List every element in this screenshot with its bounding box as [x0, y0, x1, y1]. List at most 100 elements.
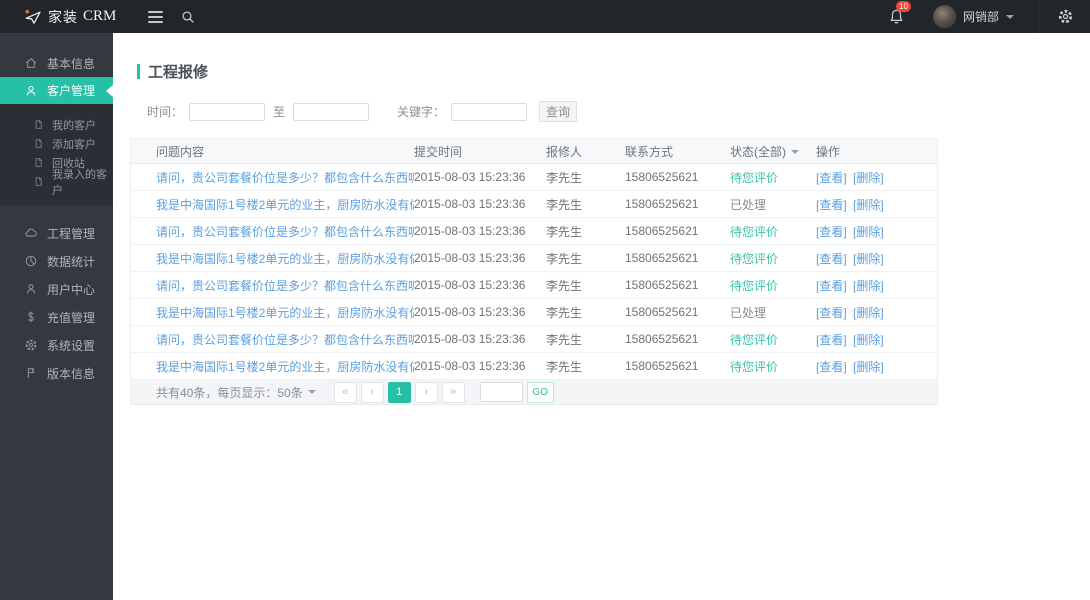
notification-badge: 10	[895, 1, 911, 12]
table-body: 请问，贵公司套餐价位是多少？都包含什么东西呢？ 2015-08-03 15:23…	[131, 164, 937, 380]
delete-link[interactable]: [删除]	[853, 224, 884, 239]
sidebar-item-user-center[interactable]: 用户中心	[0, 275, 113, 303]
prev-page-button[interactable]: ‹	[360, 381, 384, 403]
sidebar-submenu: 我的客户 添加客户 回收站 我录入的客户	[0, 104, 113, 205]
reporter-name: 李先生	[546, 224, 583, 239]
view-link[interactable]: [查看]	[816, 305, 847, 320]
view-link[interactable]: [查看]	[816, 251, 847, 266]
sidebar-subitem-recycle-bin[interactable]: 回收站	[0, 153, 113, 172]
submit-time: 2015-08-03 15:23:36	[414, 305, 526, 319]
menu-toggle-icon[interactable]	[148, 10, 164, 23]
issue-content-link[interactable]: 我是中海国际1号楼2单元的业主，厨房防水没有做好，目前…	[156, 359, 414, 374]
contact-phone: 15806525621	[625, 278, 699, 292]
issue-content-link[interactable]: 请问，贵公司套餐价位是多少？都包含什么东西呢？	[156, 224, 414, 239]
user-menu[interactable]: 网销部	[932, 5, 1014, 28]
issue-content-link[interactable]: 我是中海国际1号楼2单元的业主，厨房防水没有做好，目前…	[156, 305, 414, 320]
page-title-text: 工程报修	[148, 64, 209, 81]
view-link[interactable]: [查看]	[816, 359, 847, 374]
reporter-name: 李先生	[546, 359, 583, 374]
header-status-filter[interactable]: 状态(全部)	[730, 143, 816, 160]
reporter-name: 李先生	[546, 278, 583, 293]
sidebar-item-label: 数据统计	[47, 254, 96, 269]
sidebar-item-data-statistics[interactable]: 数据统计	[0, 247, 113, 275]
reporter-name: 李先生	[546, 170, 583, 185]
sidebar-item-version-info[interactable]: 版本信息	[0, 359, 113, 387]
title-accent-bar	[137, 64, 140, 79]
last-page-button[interactable]: »	[441, 381, 465, 403]
sidebar: 基本信息 客户管理 我的客户 添	[0, 33, 113, 600]
divider	[1038, 0, 1039, 33]
delete-link[interactable]: [删除]	[853, 278, 884, 293]
issue-content-link[interactable]: 请问，贵公司套餐价位是多少？都包含什么东西呢？	[156, 170, 414, 185]
first-page-button[interactable]: «	[333, 381, 357, 403]
issue-content-link[interactable]: 我是中海国际1号楼2单元的业主，厨房防水没有做好，目前…	[156, 197, 414, 212]
sidebar-item-project-management[interactable]: 工程管理	[0, 219, 113, 247]
settings-gear-icon[interactable]	[1057, 8, 1074, 25]
issue-content-link[interactable]: 请问，贵公司套餐价位是多少？都包含什么东西呢？	[156, 332, 414, 347]
logo-text-cn: 家装	[48, 8, 78, 25]
issue-content-link[interactable]: 我是中海国际1号楼2单元的业主，厨房防水没有做好，目前…	[156, 251, 414, 266]
view-link[interactable]: [查看]	[816, 170, 847, 185]
delete-link[interactable]: [删除]	[853, 359, 884, 374]
page-1-button[interactable]: 1	[387, 381, 411, 403]
sidebar-subitem-label: 我录入的客户	[52, 168, 107, 197]
sidebar-subitem-add-customer[interactable]: 添加客户	[0, 134, 113, 153]
view-link[interactable]: [查看]	[816, 278, 847, 293]
search-icon[interactable]	[180, 9, 196, 25]
search-button[interactable]: 查询	[539, 101, 578, 122]
header-submit-time: 提交时间	[414, 144, 463, 159]
sidebar-item-label: 用户中心	[47, 282, 96, 297]
chevron-down-icon	[307, 390, 316, 394]
time-from-input[interactable]	[189, 102, 266, 121]
sidebar-item-label: 系统设置	[47, 338, 96, 353]
header-issue-content: 问题内容	[156, 144, 205, 159]
pagination-summary[interactable]: 共有40条，每页显示：50条	[156, 385, 303, 400]
topbar: 家装 CRM 10 网销部	[0, 0, 1090, 33]
sidebar-subitem-my-entered-customers[interactable]: 我录入的客户	[0, 169, 113, 197]
table-row: 请问，贵公司套餐价位是多少？都包含什么东西呢？ 2015-08-03 15:23…	[131, 272, 937, 299]
sidebar-item-customer-management[interactable]: 客户管理	[0, 77, 113, 104]
filter-bar: 时间： 至 关键字： 查询	[147, 101, 1090, 122]
page-number-input[interactable]	[479, 382, 523, 402]
keyword-label: 关键字：	[397, 105, 446, 119]
next-page-button[interactable]: ›	[414, 381, 438, 403]
go-button[interactable]: GO	[526, 381, 554, 403]
view-link[interactable]: [查看]	[816, 197, 847, 212]
repair-table: 问题内容 提交时间 报修人 联系方式 状态(全部) 操作 请问，贵公司套餐价位是…	[130, 138, 938, 405]
sidebar-subitem-my-customers[interactable]: 我的客户	[0, 115, 113, 134]
delete-link[interactable]: [删除]	[853, 332, 884, 347]
keyword-input[interactable]	[451, 102, 528, 121]
time-to-input[interactable]	[293, 102, 370, 121]
delete-link[interactable]: [删除]	[853, 170, 884, 185]
view-link[interactable]: [查看]	[816, 224, 847, 239]
delete-link[interactable]: [删除]	[853, 251, 884, 266]
table-row: 请问，贵公司套餐价位是多少？都包含什么东西呢？ 2015-08-03 15:23…	[131, 164, 937, 191]
notifications-button[interactable]: 10	[888, 1, 911, 25]
reporter-name: 李先生	[546, 197, 583, 212]
status-badge: 待您评价	[730, 224, 779, 239]
sidebar-item-basic-info[interactable]: 基本信息	[0, 49, 113, 77]
time-label: 时间：	[147, 105, 184, 119]
page-title: 工程报修	[137, 61, 1090, 82]
contact-phone: 15806525621	[625, 305, 699, 319]
active-item-arrow	[106, 84, 113, 97]
delete-link[interactable]: [删除]	[853, 305, 884, 320]
user-icon	[24, 282, 38, 296]
table-row: 我是中海国际1号楼2单元的业主，厨房防水没有做好，目前… 2015-08-03 …	[131, 191, 937, 218]
sidebar-item-label: 工程管理	[47, 226, 96, 241]
app-logo: 家装 CRM	[23, 7, 116, 27]
reporter-name: 李先生	[546, 251, 583, 266]
chevron-down-icon	[1006, 14, 1014, 19]
delete-link[interactable]: [删除]	[853, 197, 884, 212]
sidebar-item-system-settings[interactable]: 系统设置	[0, 331, 113, 359]
sidebar-item-recharge-management[interactable]: 充值管理	[0, 303, 113, 331]
contact-phone: 15806525621	[625, 170, 699, 184]
status-badge: 待您评价	[730, 251, 779, 266]
contact-phone: 15806525621	[625, 359, 699, 373]
submit-time: 2015-08-03 15:23:36	[414, 332, 526, 346]
issue-content-link[interactable]: 请问，贵公司套餐价位是多少？都包含什么东西呢？	[156, 278, 414, 293]
pagination: « ‹ 1 › »	[333, 381, 465, 403]
submit-time: 2015-08-03 15:23:36	[414, 224, 526, 238]
view-link[interactable]: [查看]	[816, 332, 847, 347]
file-icon	[33, 138, 44, 149]
